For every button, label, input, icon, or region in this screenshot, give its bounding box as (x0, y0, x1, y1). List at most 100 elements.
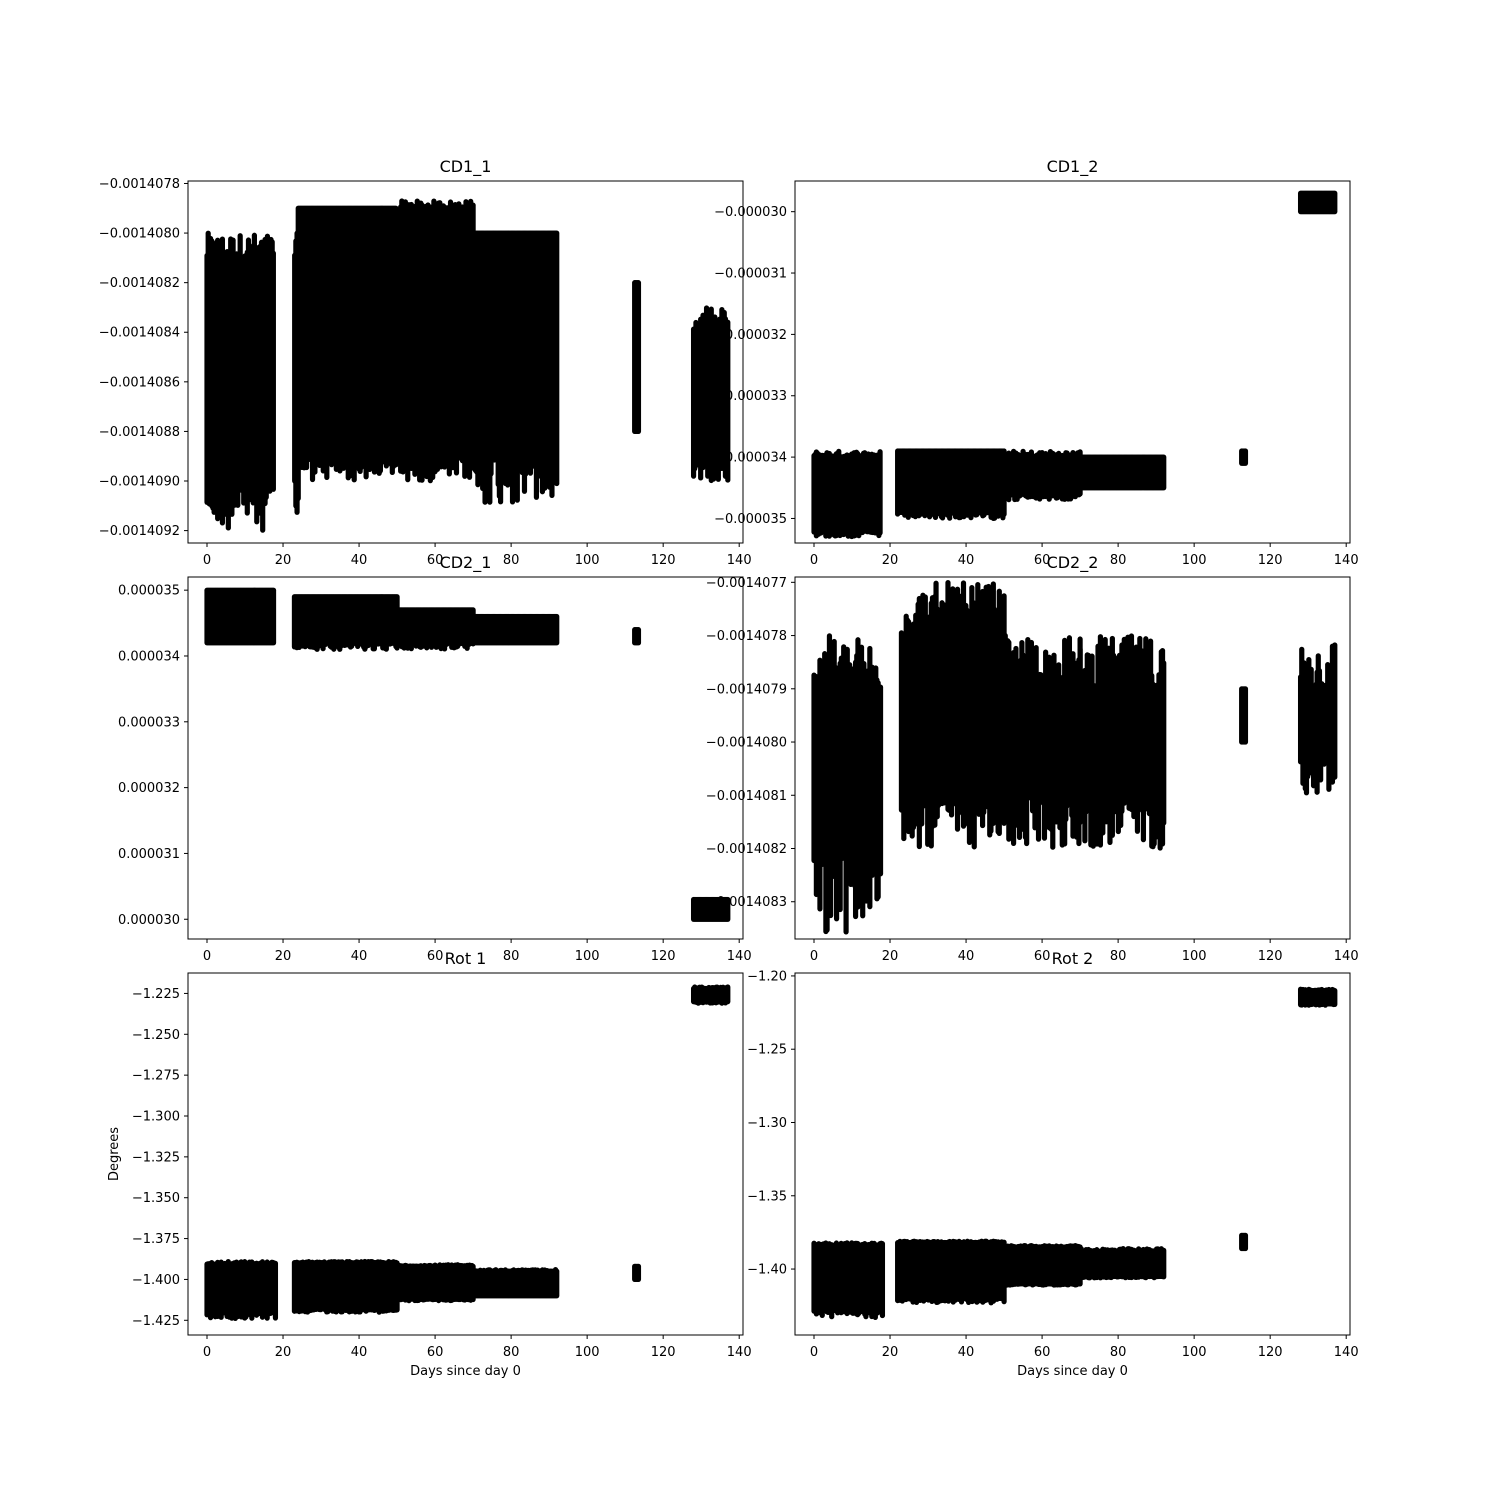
x-tick-label: 0 (810, 1345, 818, 1360)
y-tick-label: −1.250 (132, 1028, 180, 1043)
data-band (632, 280, 642, 435)
y-tick-label: −0.0014081 (706, 789, 787, 804)
data-band (1297, 986, 1338, 1008)
y-tick-label: 0.000031 (118, 847, 180, 862)
x-tick-label: 100 (575, 553, 600, 568)
y-tick-label: −0.000032 (714, 328, 787, 343)
y-tick-label: −0.000033 (714, 389, 787, 404)
axes-frame (187, 180, 744, 544)
x-tick-label: 0 (203, 949, 211, 964)
data-band (1239, 686, 1249, 745)
subplot-title: Rot 2 (1052, 949, 1094, 968)
data-band (291, 1258, 400, 1315)
axes-frame (794, 576, 1351, 940)
y-tick-label: −0.0014083 (706, 895, 787, 910)
x-tick-label: 0 (810, 949, 818, 964)
y-axis-label: Degrees (107, 1127, 122, 1181)
data-band (690, 896, 731, 922)
data-band (811, 1240, 886, 1320)
data-band (1077, 1246, 1167, 1281)
y-tick-label: −0.000030 (714, 205, 787, 220)
x-tick-label: 140 (1334, 553, 1359, 568)
subplot-cd2-2: 0 20 40 60 80 100 120 140 −0.0014077 −0.0014078 −0… (706, 553, 1359, 964)
data-points (811, 579, 1338, 935)
data-points (204, 587, 731, 922)
y-tick-label: −1.275 (132, 1069, 180, 1084)
y-tick-label: −0.0014077 (706, 576, 787, 591)
y-tick-label: −1.350 (132, 1191, 180, 1206)
y-tick-label: −1.35 (747, 1189, 787, 1204)
data-band (895, 448, 1007, 522)
subplot-title: CD2_2 (1047, 553, 1099, 573)
x-tick-label: 60 (1034, 949, 1051, 964)
x-tick-label: 20 (275, 949, 292, 964)
y-tick-label: −0.0014078 (706, 629, 787, 644)
y-tick-label: −1.30 (747, 1116, 787, 1131)
x-tick-label: 140 (727, 553, 752, 568)
x-tick-label: 0 (203, 553, 211, 568)
y-tick-label: −0.0014080 (99, 227, 180, 242)
subplot-rot-1: Days since day 0 Degrees 0 20 40 60 80 100 120… (107, 949, 752, 1379)
data-band (1297, 642, 1338, 796)
x-tick-label: 20 (275, 1345, 292, 1360)
x-tick-label: 60 (1034, 553, 1051, 568)
y-tick-label: 0.000034 (118, 649, 180, 664)
y-tick-label: −1.375 (132, 1232, 180, 1247)
x-tick-label: 40 (958, 949, 975, 964)
x-axis-label: Days since day 0 (410, 1364, 521, 1379)
y-tick-label: −0.0014079 (706, 682, 787, 697)
y-tick-label: −0.0014078 (99, 177, 180, 192)
y-tick-label: −1.300 (132, 1110, 180, 1125)
x-tick-label: 0 (203, 1345, 211, 1360)
y-tick-label: 0.000033 (118, 715, 180, 730)
data-band (632, 627, 642, 646)
x-tick-label: 20 (882, 949, 899, 964)
y-tick-label: −0.0014092 (99, 524, 180, 539)
x-tick-label: 140 (727, 949, 752, 964)
x-tick-label: 140 (1334, 1345, 1359, 1360)
data-band (1001, 448, 1083, 503)
data-band (470, 1267, 560, 1299)
data-band (1239, 448, 1249, 466)
data-band (470, 613, 560, 646)
data-points (811, 190, 1338, 540)
data-points (811, 986, 1338, 1320)
x-tick-label: 0 (810, 553, 818, 568)
data-band (1077, 454, 1167, 491)
x-tick-label: 100 (1182, 553, 1207, 568)
x-tick-label: 20 (275, 553, 292, 568)
x-tick-label: 80 (1110, 553, 1127, 568)
x-tick-label: 40 (958, 553, 975, 568)
x-tick-label: 20 (882, 553, 899, 568)
x-tick-label: 120 (1258, 1345, 1283, 1360)
y-tick-label: −0.0014086 (99, 375, 180, 390)
x-tick-label: 80 (503, 949, 520, 964)
data-points (204, 984, 731, 1321)
data-band (394, 1262, 476, 1304)
y-tick-label: −0.0014090 (99, 475, 180, 490)
x-tick-label: 140 (727, 1345, 752, 1360)
x-tick-label: 40 (351, 553, 368, 568)
data-band (811, 633, 884, 935)
data-band (204, 587, 277, 646)
x-tick-label: 100 (1182, 1345, 1207, 1360)
data-band (811, 448, 883, 540)
data-points (204, 198, 731, 533)
data-band (1297, 190, 1338, 215)
x-tick-label: 100 (1182, 949, 1207, 964)
y-tick-label: −1.400 (132, 1273, 180, 1288)
axes-frame (187, 972, 744, 1336)
subplot-title: CD1_1 (440, 157, 492, 177)
data-band (1077, 633, 1167, 851)
subplot-title: CD2_1 (440, 553, 492, 573)
data-band (204, 1259, 279, 1321)
y-tick-label: −1.225 (132, 987, 180, 1002)
data-band (632, 1263, 642, 1283)
data-band (398, 198, 476, 484)
data-band (898, 579, 1007, 850)
subplot-cd1-1: 0 20 40 60 80 100 120 140 −0.0014078 −0.0014080 −0… (99, 157, 752, 568)
data-band (204, 230, 301, 533)
subplot-rot-2: Days since day 0 0 20 40 60 80 100 120 140 −1.20… (747, 949, 1358, 1379)
x-tick-label: 60 (427, 949, 444, 964)
x-tick-label: 120 (651, 949, 676, 964)
